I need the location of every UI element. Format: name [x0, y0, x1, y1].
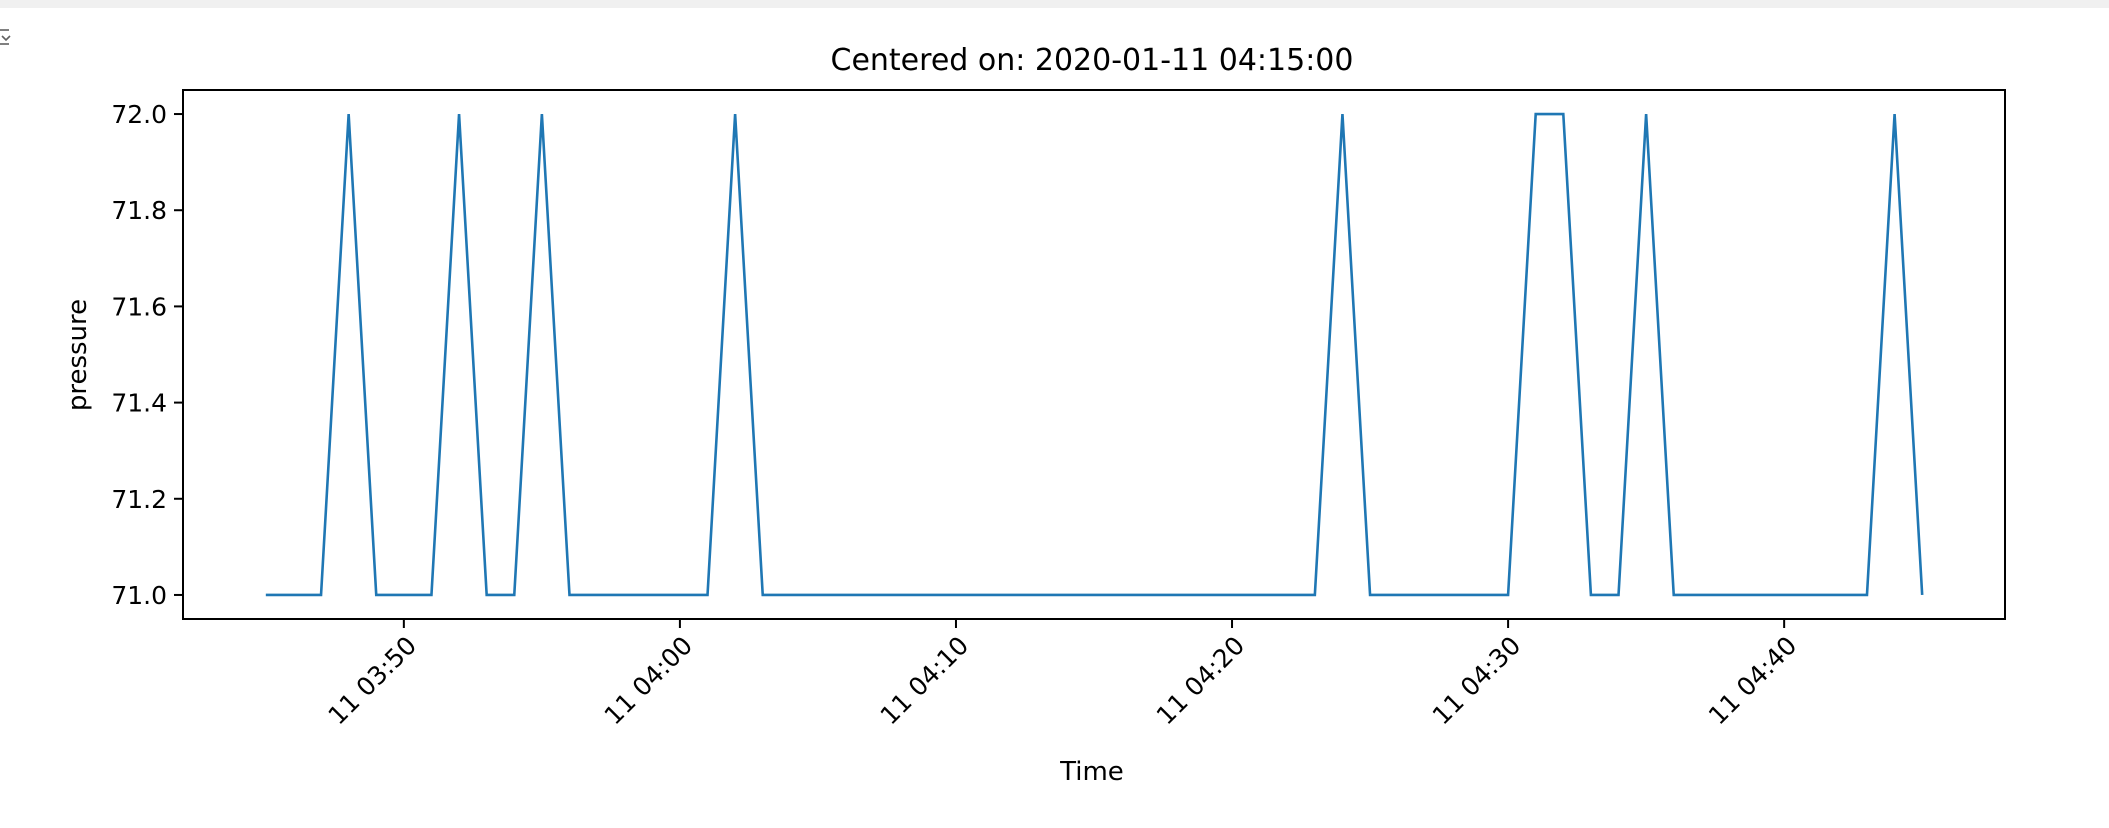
x-tick-label: 11 04:20	[1151, 631, 1251, 731]
y-tick-label: 72.0	[111, 100, 167, 129]
y-axis-label: pressure	[63, 299, 93, 411]
y-tick-label: 71.4	[111, 389, 167, 418]
collapse-output-icon[interactable]	[0, 26, 20, 50]
chart-title: Centered on: 2020-01-11 04:15:00	[831, 43, 1354, 78]
series-line-pressure	[265, 112, 1924, 597]
y-tick-label: 71.8	[111, 196, 167, 225]
x-tick-label: 11 04:10	[875, 631, 975, 731]
x-tick-label: 11 04:40	[1703, 631, 1803, 731]
plot-area-frame	[182, 89, 2006, 620]
x-tick-label: 11 04:00	[599, 631, 699, 731]
notebook-cell-top-border	[0, 0, 2109, 8]
y-tick-label: 71.0	[111, 581, 167, 610]
y-tick-label: 71.2	[111, 485, 167, 514]
x-tick-label: 11 04:30	[1427, 631, 1527, 731]
x-tick-label: 11 03:50	[323, 631, 423, 731]
y-tick-label: 71.6	[111, 292, 167, 321]
x-axis-label: Time	[1059, 757, 1124, 787]
